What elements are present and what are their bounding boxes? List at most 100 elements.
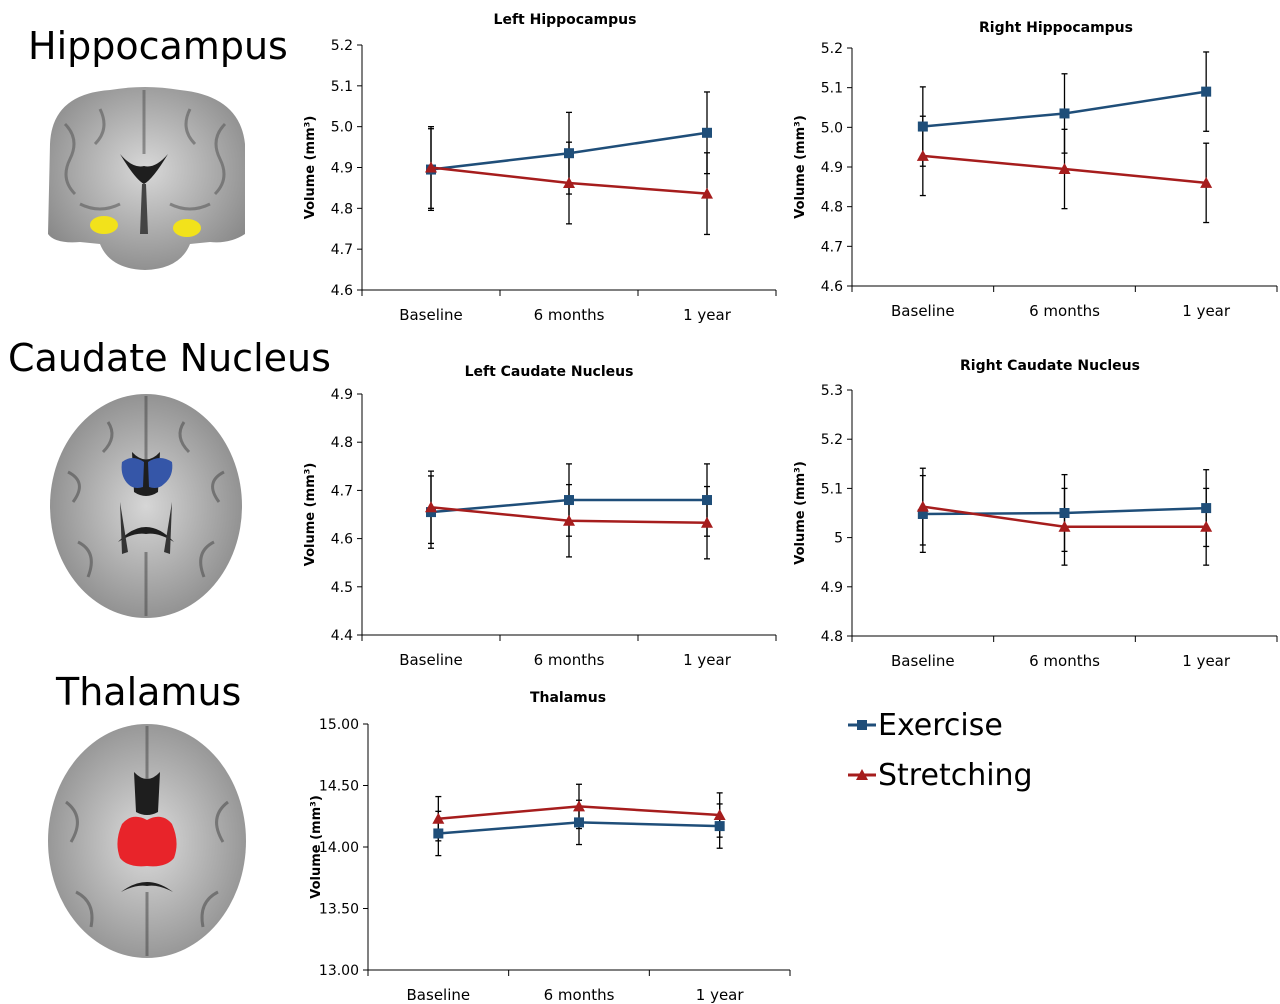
x-tick-label: Baseline bbox=[891, 302, 955, 320]
series-line-exercise bbox=[922, 90, 1207, 128]
point-stretching bbox=[701, 187, 713, 199]
y-tick-label: 4.9 bbox=[821, 160, 843, 176]
point-stretching bbox=[563, 177, 575, 189]
y-tick-label: 4.8 bbox=[821, 629, 843, 645]
x-tick-label: 1 year bbox=[696, 986, 745, 1004]
point-stretching bbox=[1058, 162, 1071, 174]
point-stretching bbox=[563, 514, 575, 526]
point-exercise bbox=[1059, 508, 1070, 518]
y-tick-label: 13.50 bbox=[319, 902, 359, 918]
y-tick-label: 5.2 bbox=[331, 38, 353, 54]
legend-exercise-marker-icon bbox=[848, 720, 876, 730]
point-stretching bbox=[425, 161, 437, 173]
legend-exercise-label: Exercise bbox=[878, 707, 1003, 743]
chart-title: Left Caudate Nucleus bbox=[465, 364, 634, 380]
y-tick-label: 4.9 bbox=[331, 387, 353, 403]
y-axis-label: Volume (mm³) bbox=[303, 463, 318, 567]
chart-title: Right Hippocampus bbox=[979, 20, 1133, 36]
y-tick-label: 5 bbox=[834, 531, 843, 547]
point-stretching bbox=[573, 800, 585, 812]
y-tick-label: 15.00 bbox=[319, 717, 359, 733]
point-stretching bbox=[916, 149, 929, 161]
y-tick-label: 4.5 bbox=[331, 580, 353, 596]
chart-1: Right Hippocampus Volume (mm³) 4.6 4.7 4.8 4.… bbox=[793, 20, 1278, 320]
caudate-right-highlight bbox=[148, 458, 173, 488]
point-stretching bbox=[713, 809, 726, 821]
y-tick-label: 4.7 bbox=[821, 239, 843, 255]
chart-title: Thalamus bbox=[530, 690, 606, 706]
y-tick-label: 4.4 bbox=[331, 628, 353, 644]
y-tick-label: 4.6 bbox=[331, 532, 353, 548]
series-line-stretching bbox=[922, 505, 1207, 529]
y-axis-label: Volume (mm³) bbox=[793, 115, 808, 219]
series-line-stretching bbox=[430, 166, 708, 195]
y-tick-label: 4.9 bbox=[331, 161, 353, 177]
chart-title: Left Hippocampus bbox=[494, 12, 637, 28]
x-tick-label: 6 months bbox=[1029, 302, 1100, 320]
point-exercise bbox=[574, 817, 584, 828]
y-tick-label: 5.2 bbox=[821, 41, 843, 57]
y-tick-label: 4.6 bbox=[821, 279, 843, 295]
x-tick-label: Baseline bbox=[399, 306, 463, 324]
point-exercise bbox=[564, 495, 574, 506]
point-stretching bbox=[425, 501, 437, 513]
y-tick-label: 4.8 bbox=[821, 200, 843, 216]
point-exercise bbox=[426, 164, 436, 175]
brain-coronal-hippocampus bbox=[48, 87, 245, 270]
point-stretching bbox=[432, 812, 445, 824]
y-tick-label: 4.7 bbox=[331, 483, 353, 499]
y-tick-label: 5.2 bbox=[821, 432, 843, 448]
region-title-caudate: Caudate Nucleus bbox=[8, 336, 331, 380]
chart-title: Right Caudate Nucleus bbox=[960, 358, 1140, 374]
point-stretching bbox=[1200, 176, 1213, 188]
point-exercise bbox=[1059, 108, 1070, 119]
x-tick-label: Baseline bbox=[399, 651, 463, 669]
y-tick-label: 4.8 bbox=[331, 435, 353, 451]
point-exercise bbox=[917, 121, 928, 132]
chart-3: Right Caudate Nucleus Volume (mm³) 4.8 4.9 5… bbox=[793, 358, 1278, 670]
region-title-hippocampus: Hippocampus bbox=[28, 24, 288, 68]
legend-stretching-marker-icon bbox=[848, 769, 876, 780]
series-line-stretching bbox=[430, 506, 708, 524]
legend-item-exercise: Exercise bbox=[848, 700, 1033, 750]
hippocampus-left-highlight bbox=[90, 216, 118, 234]
series-line-stretching bbox=[438, 805, 720, 820]
y-tick-label: 4.6 bbox=[331, 283, 353, 299]
y-tick-label: 5.1 bbox=[821, 81, 843, 97]
series-line-exercise bbox=[438, 821, 720, 835]
point-stretching bbox=[701, 516, 713, 528]
point-exercise bbox=[1201, 503, 1212, 514]
region-title-thalamus: Thalamus bbox=[56, 670, 242, 714]
y-tick-label: 5.3 bbox=[821, 383, 843, 399]
point-exercise bbox=[1201, 86, 1212, 97]
legend-stretching-label: Stretching bbox=[878, 757, 1033, 793]
y-tick-label: 14.50 bbox=[319, 779, 359, 795]
point-stretching bbox=[1200, 520, 1213, 532]
point-exercise bbox=[702, 127, 712, 138]
point-exercise bbox=[564, 148, 574, 159]
brain-axial-caudate bbox=[50, 394, 242, 618]
legend-item-stretching: Stretching bbox=[848, 750, 1033, 800]
y-tick-label: 5.1 bbox=[331, 79, 353, 95]
y-tick-label: 5.1 bbox=[821, 481, 843, 497]
chart-0: Left Hippocampus Volume (mm³) 4.6 4.7 4.8 4.9… bbox=[303, 12, 777, 324]
x-tick-label: 1 year bbox=[683, 651, 732, 669]
x-tick-label: 1 year bbox=[1182, 652, 1231, 670]
series-line-exercise bbox=[430, 498, 707, 514]
y-tick-label: 4.9 bbox=[821, 580, 843, 596]
y-axis-label: Volume (mm³) bbox=[793, 461, 808, 565]
y-tick-label: 5.0 bbox=[331, 120, 353, 136]
x-tick-label: Baseline bbox=[407, 986, 471, 1004]
y-tick-label: 5.0 bbox=[821, 120, 843, 136]
point-stretching bbox=[1058, 520, 1071, 532]
y-tick-label: 14.00 bbox=[319, 840, 359, 856]
x-tick-label: Baseline bbox=[891, 652, 955, 670]
brain-axial-thalamus bbox=[48, 724, 246, 958]
x-tick-label: 6 months bbox=[534, 651, 605, 669]
x-tick-label: 6 months bbox=[534, 306, 605, 324]
chart-4: Thalamus Volume (mm³) 13.00 13.50 14.00 14.50… bbox=[309, 690, 791, 1004]
legend: Exercise Stretching bbox=[848, 700, 1033, 800]
series-line-exercise bbox=[430, 131, 708, 171]
y-tick-label: 13.00 bbox=[319, 963, 359, 979]
x-tick-label: 6 months bbox=[1029, 652, 1100, 670]
